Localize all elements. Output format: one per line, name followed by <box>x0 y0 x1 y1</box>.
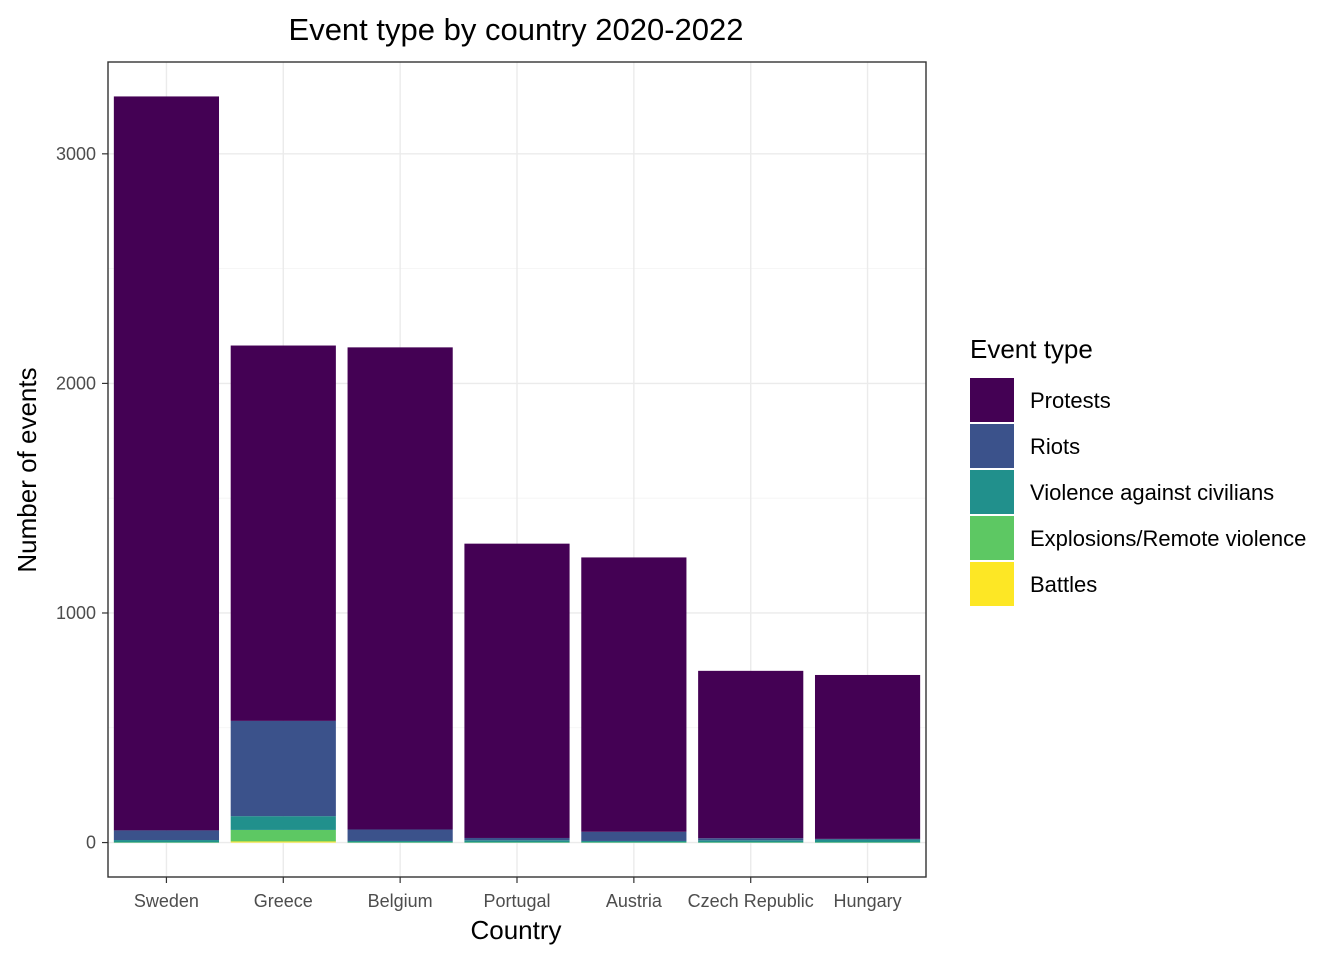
bar-segment <box>113 840 220 843</box>
legend: Event type Protests Riots Violence against… <box>970 334 1306 606</box>
legend-label: Battles <box>1030 572 1097 597</box>
bar-segment <box>581 557 687 832</box>
x-tick-label: Portugal <box>483 891 550 911</box>
bar-segment <box>698 838 804 841</box>
bar-segment <box>698 842 804 843</box>
x-tick-label: Belgium <box>368 891 433 911</box>
bar-segment <box>230 841 336 843</box>
x-tick-label: Greece <box>254 891 313 911</box>
bar-segment <box>464 840 570 843</box>
bar-segment <box>347 842 453 843</box>
x-tick-label: Hungary <box>834 891 902 911</box>
bar-segment <box>814 674 921 839</box>
x-tick-label: Austria <box>606 891 663 911</box>
bar-segment <box>581 842 687 843</box>
plot-area: 0 1000 2000 3000 Sweden Greece Belgium Portugal… <box>56 61 927 911</box>
legend-swatch <box>970 378 1014 422</box>
bar-segment <box>464 543 570 838</box>
x-tick-label: Czech Republic <box>688 891 814 911</box>
y-axis-title: Number of events <box>12 367 42 572</box>
bar-segment <box>347 829 453 841</box>
y-tick-label: 2000 <box>56 373 96 393</box>
bar-segment <box>347 840 453 843</box>
bar-segment <box>113 830 220 841</box>
legend-swatch <box>970 516 1014 560</box>
legend-label: Protests <box>1030 388 1111 413</box>
y-tick-label: 0 <box>86 833 96 853</box>
bar-segment <box>581 831 687 841</box>
bar-segment <box>814 842 921 843</box>
bar-segment <box>347 347 453 830</box>
legend-swatch <box>970 470 1014 514</box>
bar-segment <box>698 670 804 839</box>
chart-title: Event type by country 2020-2022 <box>289 12 744 47</box>
bar-segment <box>464 837 570 841</box>
legend-label: Violence against civilians <box>1030 480 1274 505</box>
legend-title: Event type <box>970 334 1093 364</box>
bar-segment <box>230 829 336 842</box>
bar-segment <box>230 345 336 721</box>
legend-swatch <box>970 424 1014 468</box>
bar-segment <box>814 838 921 840</box>
bar-segment <box>464 842 570 843</box>
y-tick-label: 3000 <box>56 144 96 164</box>
legend-swatch <box>970 562 1014 606</box>
bar-segment <box>581 840 687 843</box>
legend-label: Riots <box>1030 434 1080 459</box>
x-axis-title: Country <box>470 915 561 945</box>
bar-segment <box>698 840 804 843</box>
bar-segment <box>113 842 220 843</box>
bar-segment <box>230 816 336 830</box>
x-tick-label: Sweden <box>134 891 199 911</box>
bar-segment <box>113 96 220 831</box>
legend-label: Explosions/Remote violence <box>1030 526 1306 551</box>
y-tick-label: 1000 <box>56 603 96 623</box>
bar-segment <box>230 720 336 817</box>
bar-segment <box>814 839 921 843</box>
